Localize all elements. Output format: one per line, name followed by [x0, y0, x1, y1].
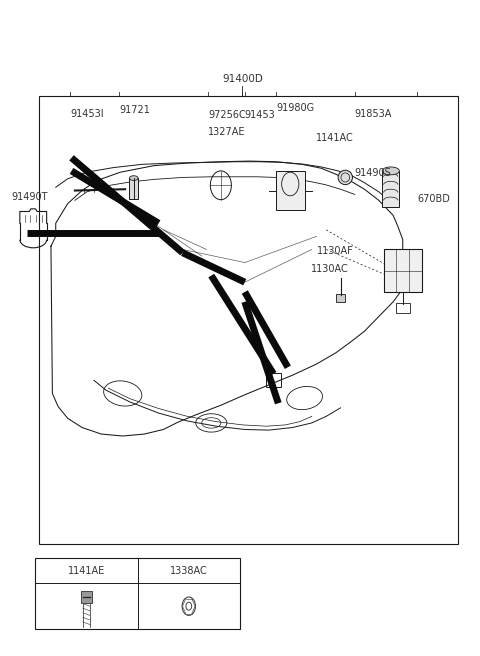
- Bar: [384, 249, 422, 292]
- Ellipse shape: [338, 171, 352, 184]
- Text: 670BD: 670BD: [417, 194, 450, 204]
- Text: 91453I: 91453I: [70, 108, 104, 119]
- Bar: [336, 294, 345, 302]
- Bar: [81, 591, 92, 603]
- Text: 1130AC: 1130AC: [311, 264, 348, 274]
- Bar: [39, 96, 458, 544]
- Text: 91721: 91721: [120, 105, 150, 115]
- Text: 91490S: 91490S: [355, 168, 392, 178]
- Ellipse shape: [130, 176, 138, 180]
- Text: 1141AE: 1141AE: [68, 566, 105, 576]
- Bar: [276, 171, 305, 210]
- Bar: [266, 373, 281, 387]
- Text: 1327AE: 1327AE: [208, 127, 245, 136]
- Text: 91490T: 91490T: [11, 192, 48, 202]
- Text: 91400D: 91400D: [222, 74, 263, 84]
- Text: 91980G: 91980G: [276, 103, 314, 113]
- Bar: [35, 558, 240, 629]
- Bar: [130, 178, 138, 199]
- Text: 97256C: 97256C: [208, 110, 246, 121]
- Bar: [396, 303, 410, 313]
- Text: 91853A: 91853A: [355, 108, 392, 119]
- Text: 1130AF: 1130AF: [317, 246, 353, 256]
- Bar: [382, 171, 399, 207]
- Ellipse shape: [382, 167, 399, 174]
- Text: 91453: 91453: [245, 110, 276, 121]
- Text: 1141AC: 1141AC: [316, 133, 353, 143]
- Text: 1338AC: 1338AC: [170, 566, 208, 576]
